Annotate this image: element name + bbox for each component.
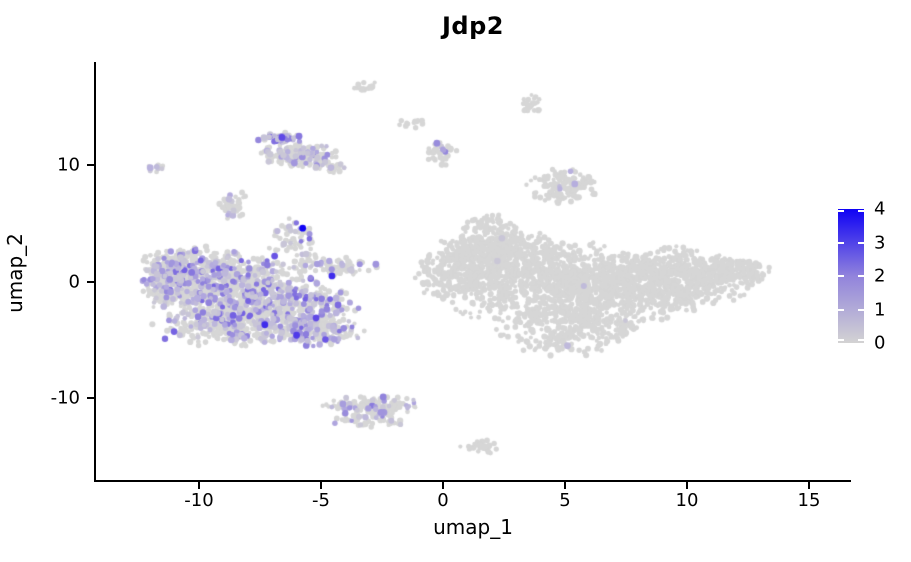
colorbar-tick xyxy=(838,339,844,341)
chart-title: Jdp2 xyxy=(442,12,504,40)
x-tick-label: 15 xyxy=(797,490,821,511)
colorbar-tick xyxy=(858,308,864,311)
colorbar-tick xyxy=(858,339,864,341)
y-tick-mark xyxy=(87,397,94,400)
y-tick-label: 0 xyxy=(68,271,80,293)
y-tick-label: -10 xyxy=(50,387,80,409)
colorbar-tick-label: 3 xyxy=(874,232,886,253)
x-tick-label: -5 xyxy=(311,490,330,511)
x-tick-mark xyxy=(319,482,322,489)
colorbar-tick-label: 1 xyxy=(874,299,886,320)
y-tick-label: 10 xyxy=(57,154,80,176)
colorbar xyxy=(838,209,864,343)
colorbar-tick xyxy=(838,275,844,277)
colorbar-tick xyxy=(858,241,864,244)
x-tick-mark xyxy=(808,482,810,489)
colorbar-tick-label: 4 xyxy=(874,198,886,220)
x-tick-label: 10 xyxy=(675,490,699,511)
y-tick-mark xyxy=(87,280,94,283)
x-tick-label: -10 xyxy=(184,490,214,511)
y-tick-mark xyxy=(87,164,94,167)
colorbar-tick xyxy=(858,275,864,277)
x-tick-label: 5 xyxy=(559,490,571,511)
colorbar-tick-label: 2 xyxy=(874,265,886,287)
colorbar-tick xyxy=(838,210,844,212)
x-axis-title: umap_1 xyxy=(433,515,513,539)
x-tick-mark xyxy=(197,482,200,489)
colorbar-tick xyxy=(838,308,844,311)
x-axis-line xyxy=(94,480,851,482)
y-axis-line xyxy=(94,62,96,482)
colorbar-tick xyxy=(858,210,864,212)
x-tick-label: 0 xyxy=(437,490,449,511)
y-axis-title: umap_2 xyxy=(3,233,27,313)
colorbar-tick xyxy=(838,241,844,244)
x-tick-mark xyxy=(563,482,566,489)
colorbar-tick-label: 0 xyxy=(874,332,886,354)
x-tick-mark xyxy=(441,482,444,489)
x-tick-mark xyxy=(685,482,688,489)
